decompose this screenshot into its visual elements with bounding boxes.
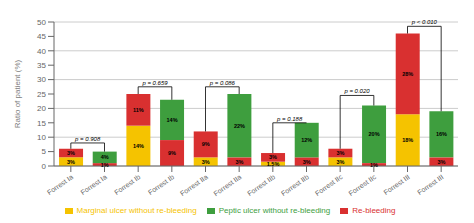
svg-text:3%: 3% xyxy=(336,159,344,165)
html-text:Marginal ulcer without re-blee: Marginal ulcer without re-bleeding xyxy=(76,206,197,215)
svg-text:p = 0.908: p = 0.908 xyxy=(74,136,101,142)
svg-text:Forrest IIb: Forrest IIb xyxy=(246,173,276,197)
svg-text:3%: 3% xyxy=(437,159,445,165)
svg-text:20%: 20% xyxy=(369,131,380,137)
svg-text:10: 10 xyxy=(37,133,46,142)
svg-text:p = 0.188: p = 0.188 xyxy=(276,116,303,122)
svg-text:p < 0.010: p < 0.010 xyxy=(411,19,438,25)
svg-text:3%: 3% xyxy=(235,159,243,165)
svg-text:14%: 14% xyxy=(133,143,144,149)
svg-text:3%: 3% xyxy=(303,159,311,165)
svg-text:3%: 3% xyxy=(202,159,210,165)
svg-text:28%: 28% xyxy=(402,71,413,77)
svg-text:Forrest IIa: Forrest IIa xyxy=(179,173,209,197)
svg-text:Forrest III: Forrest III xyxy=(416,173,445,196)
svg-text:25: 25 xyxy=(37,90,46,99)
svg-text:11%: 11% xyxy=(133,107,144,113)
svg-text:40: 40 xyxy=(37,47,46,56)
html-text:Re-bleeding: Re-bleeding xyxy=(352,206,396,215)
html-text:Peptic ulcer without re-bleedi: Peptic ulcer without re-bleeding xyxy=(218,206,331,215)
svg-text:Forrest IIc: Forrest IIc xyxy=(314,173,344,197)
svg-text:16%: 16% xyxy=(436,131,447,137)
svg-text:Forrest III: Forrest III xyxy=(382,173,411,196)
svg-text:9%: 9% xyxy=(168,150,176,156)
svg-text:Forrest IIb: Forrest IIb xyxy=(280,173,310,197)
svg-text:Forrest Ib: Forrest Ib xyxy=(147,173,176,196)
svg-text:3%: 3% xyxy=(67,150,75,156)
svg-text:22%: 22% xyxy=(234,123,245,129)
svg-text:1%: 1% xyxy=(101,162,109,168)
svg-text:1.5%: 1.5% xyxy=(267,161,280,167)
svg-text:30: 30 xyxy=(37,75,46,84)
svg-text:20: 20 xyxy=(37,104,46,113)
svg-text:4%: 4% xyxy=(101,154,109,160)
svg-text:p = 0.020: p = 0.020 xyxy=(343,88,370,94)
svg-text:50: 50 xyxy=(37,18,46,27)
svg-text:14%: 14% xyxy=(167,117,178,123)
svg-text:15: 15 xyxy=(37,119,46,128)
svg-text:18%: 18% xyxy=(402,137,413,143)
svg-text:Forrest IIa: Forrest IIa xyxy=(212,173,242,197)
svg-text:3%: 3% xyxy=(269,154,277,160)
svg-text:1%: 1% xyxy=(370,162,378,168)
svg-text:0: 0 xyxy=(42,162,47,171)
svg-text:p = 0.659: p = 0.659 xyxy=(141,80,168,86)
svg-text:Forrest Ia: Forrest Ia xyxy=(46,173,75,196)
svg-text:Forrest Ia: Forrest Ia xyxy=(79,173,108,196)
svg-text:p = 0.086: p = 0.086 xyxy=(209,80,236,86)
svg-text:5: 5 xyxy=(42,147,47,156)
svg-text:35: 35 xyxy=(37,61,46,70)
svg-text:45: 45 xyxy=(37,32,46,41)
svg-text:Ratio of patient (%): Ratio of patient (%) xyxy=(13,59,22,128)
svg-text:12%: 12% xyxy=(301,137,312,143)
svg-text:9%: 9% xyxy=(202,141,210,147)
svg-text:3%: 3% xyxy=(67,159,75,165)
svg-text:Forrest Ib: Forrest Ib xyxy=(113,173,142,196)
svg-text:3%: 3% xyxy=(336,150,344,156)
svg-text:Forrest IIc: Forrest IIc xyxy=(347,173,377,197)
